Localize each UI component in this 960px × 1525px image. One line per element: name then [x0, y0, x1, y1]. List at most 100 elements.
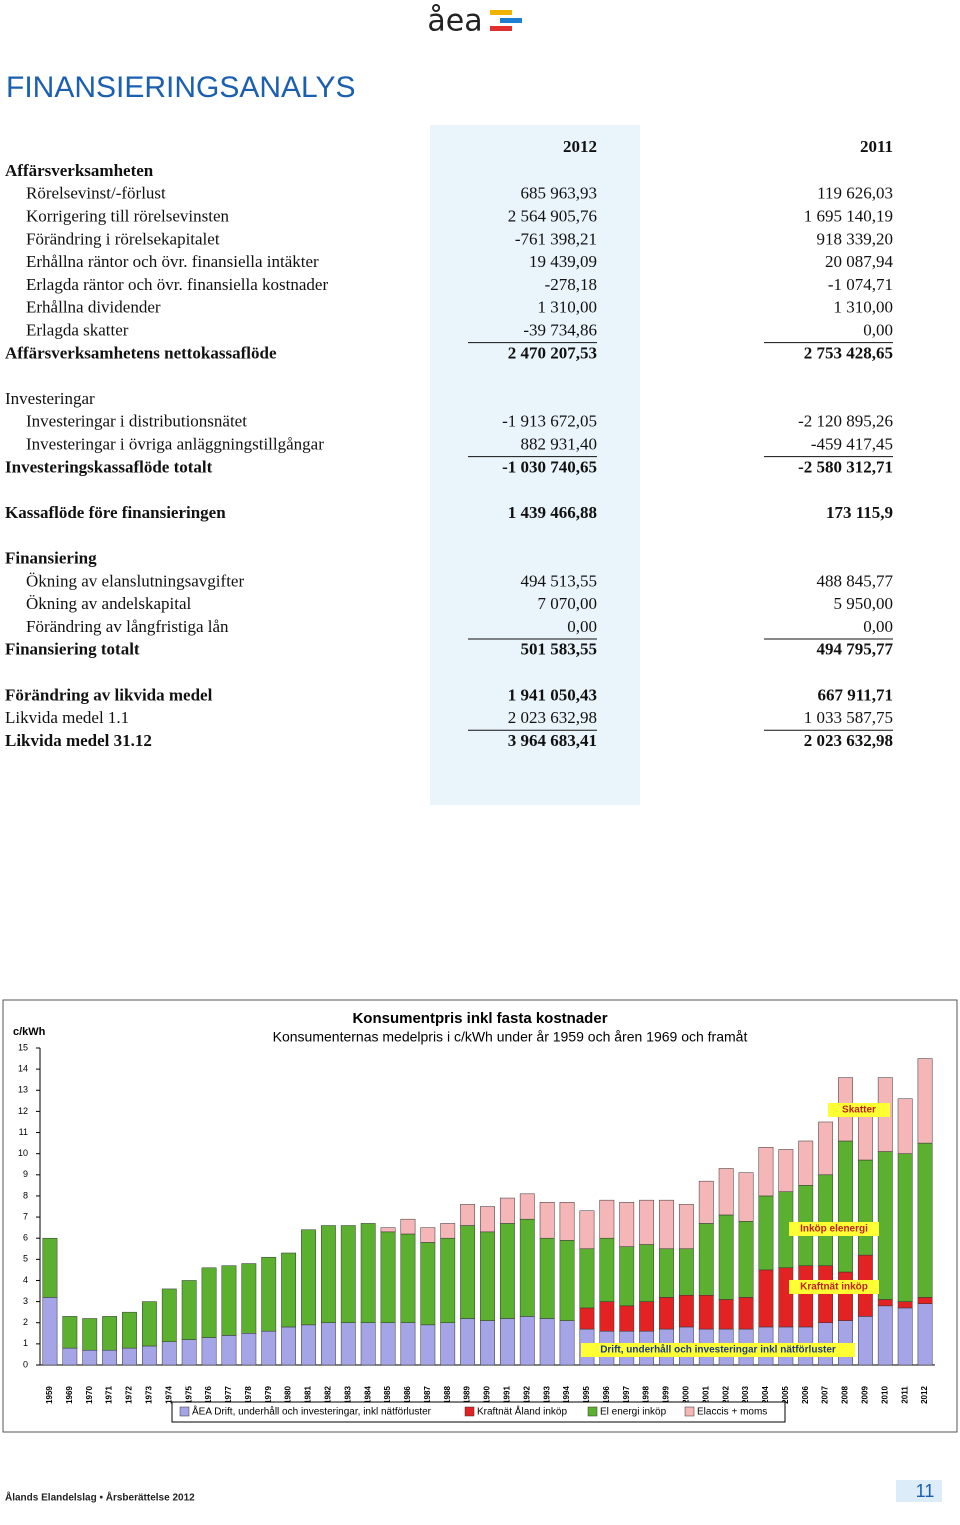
cell-value: 0,00: [863, 321, 893, 340]
bar-segment: [678, 1204, 694, 1250]
bar-segment: [698, 1223, 714, 1296]
row-label: Finansiering: [5, 549, 97, 568]
bar-segment: [897, 1098, 913, 1154]
chart-title: Konsumentpris inkl fasta kostnader: [352, 1010, 607, 1027]
bar-segment: [579, 1210, 595, 1250]
x-tick-label: 1980: [284, 1386, 293, 1404]
bar-segment: [380, 1231, 396, 1323]
x-tick-label: 2005: [781, 1386, 790, 1404]
column-header: 2011: [860, 137, 893, 156]
bar-segment: [877, 1151, 893, 1300]
x-tick-label: 1974: [164, 1386, 173, 1404]
annotation-box: [828, 1103, 890, 1117]
row-label: Investeringskassaflöde totalt: [5, 457, 213, 476]
cell-value: -39 734,86: [523, 321, 597, 340]
cell-value: 1 033 587,75: [804, 708, 893, 727]
legend-label: El energi inköp: [600, 1407, 667, 1418]
annotation-box: [581, 1343, 855, 1357]
bar-segment: [619, 1202, 635, 1247]
row-label: Likvida medel 1.1: [5, 708, 129, 727]
bar-segment: [440, 1237, 456, 1323]
bar-segment: [519, 1193, 535, 1220]
bar-segment: [579, 1248, 595, 1309]
annotation-box: [789, 1222, 879, 1236]
bar-segment: [917, 1058, 933, 1144]
bar-segment: [281, 1326, 297, 1366]
logo-mark: [500, 18, 522, 23]
cell-value: 1 695 140,19: [804, 207, 893, 226]
bar-segment: [857, 1316, 873, 1366]
bar-segment: [857, 1159, 873, 1256]
bar-segment: [877, 1305, 893, 1366]
bar-segment: [400, 1322, 416, 1366]
bar-segment: [440, 1322, 456, 1366]
cell-value: 0,00: [863, 617, 893, 636]
bar-segment: [440, 1223, 456, 1239]
cell-value: 7 070,00: [538, 594, 598, 613]
y-tick-label: 2: [23, 1317, 28, 1327]
bar-segment: [897, 1307, 913, 1366]
cell-value: -2 120 895,26: [798, 412, 893, 431]
row-label: Investeringar i övriga anläggningstillgå…: [26, 435, 324, 454]
bar-segment: [281, 1252, 297, 1328]
row-label: Erlagda räntor och övr. finansiella kost…: [26, 275, 328, 294]
x-tick-label: 1983: [343, 1386, 352, 1404]
cell-value: 3 964 683,41: [508, 731, 597, 750]
bar-segment: [122, 1347, 137, 1366]
x-tick-label: 1973: [144, 1386, 153, 1404]
cell-value: -2 580 312,71: [798, 457, 893, 476]
bar-segment: [639, 1199, 655, 1245]
bar-segment: [559, 1320, 575, 1366]
legend-swatch: [464, 1406, 475, 1417]
bar-segment: [758, 1147, 774, 1197]
y-tick-label: 12: [18, 1106, 28, 1116]
annotation: Inköp elenergi: [800, 1224, 868, 1235]
annotation: Drift, underhåll och investeringar inkl …: [600, 1344, 836, 1356]
annotation: Kraftnät inköp: [800, 1282, 868, 1293]
x-tick-label: 2010: [880, 1386, 889, 1404]
row-label: Ökning av andelskapital: [26, 594, 192, 613]
bar-segment: [261, 1330, 277, 1366]
cell-value: 20 087,94: [825, 252, 894, 271]
x-tick-label: 1984: [363, 1386, 372, 1404]
bar-segment: [420, 1227, 436, 1243]
row-label: Rörelsevinst/-förlust: [26, 184, 166, 203]
logo: åea: [427, 4, 522, 39]
cell-value: 501 583,55: [521, 640, 598, 659]
bar-segment: [241, 1263, 257, 1334]
annotation: Skatter: [842, 1105, 876, 1116]
bar-segment: [758, 1269, 774, 1328]
footer-text: Ålands Elandelslag • Årsberättelse 2012: [5, 1491, 195, 1504]
bar-segment: [897, 1153, 913, 1302]
bar-segment: [738, 1172, 754, 1222]
y-tick-label: 0: [23, 1359, 28, 1369]
bar-segment: [619, 1305, 635, 1332]
bar-segment: [499, 1197, 515, 1224]
bar-segment: [818, 1265, 834, 1323]
x-tick-label: 1991: [502, 1386, 511, 1404]
row-label: Korrigering till rörelsevinsten: [26, 207, 230, 226]
bar-segment: [261, 1256, 277, 1332]
bar-segment: [818, 1121, 834, 1176]
y-tick-label: 11: [19, 1127, 28, 1137]
cell-value: 488 845,77: [817, 571, 894, 590]
bar-segment: [62, 1347, 78, 1366]
row-label: Investeringar i distributionsnätet: [26, 412, 247, 431]
bar-segment: [42, 1297, 58, 1366]
cell-value: -761 398,21: [515, 229, 597, 248]
bar-segment: [102, 1316, 118, 1351]
cell-value: 1 439 466,88: [508, 503, 597, 522]
y-tick-label: 3: [23, 1296, 28, 1306]
cell-value: 2 023 632,98: [508, 708, 597, 727]
x-tick-label: 1994: [562, 1386, 571, 1404]
bar-segment: [320, 1225, 336, 1323]
bar-segment: [559, 1202, 575, 1241]
bar-segment: [778, 1149, 794, 1192]
bar-segment: [519, 1218, 535, 1317]
bar-segment: [181, 1339, 197, 1366]
page-number: 11: [916, 1481, 935, 1501]
x-tick-label: 2011: [900, 1386, 909, 1404]
bar-segment: [917, 1297, 933, 1304]
bar-segment: [659, 1199, 674, 1250]
